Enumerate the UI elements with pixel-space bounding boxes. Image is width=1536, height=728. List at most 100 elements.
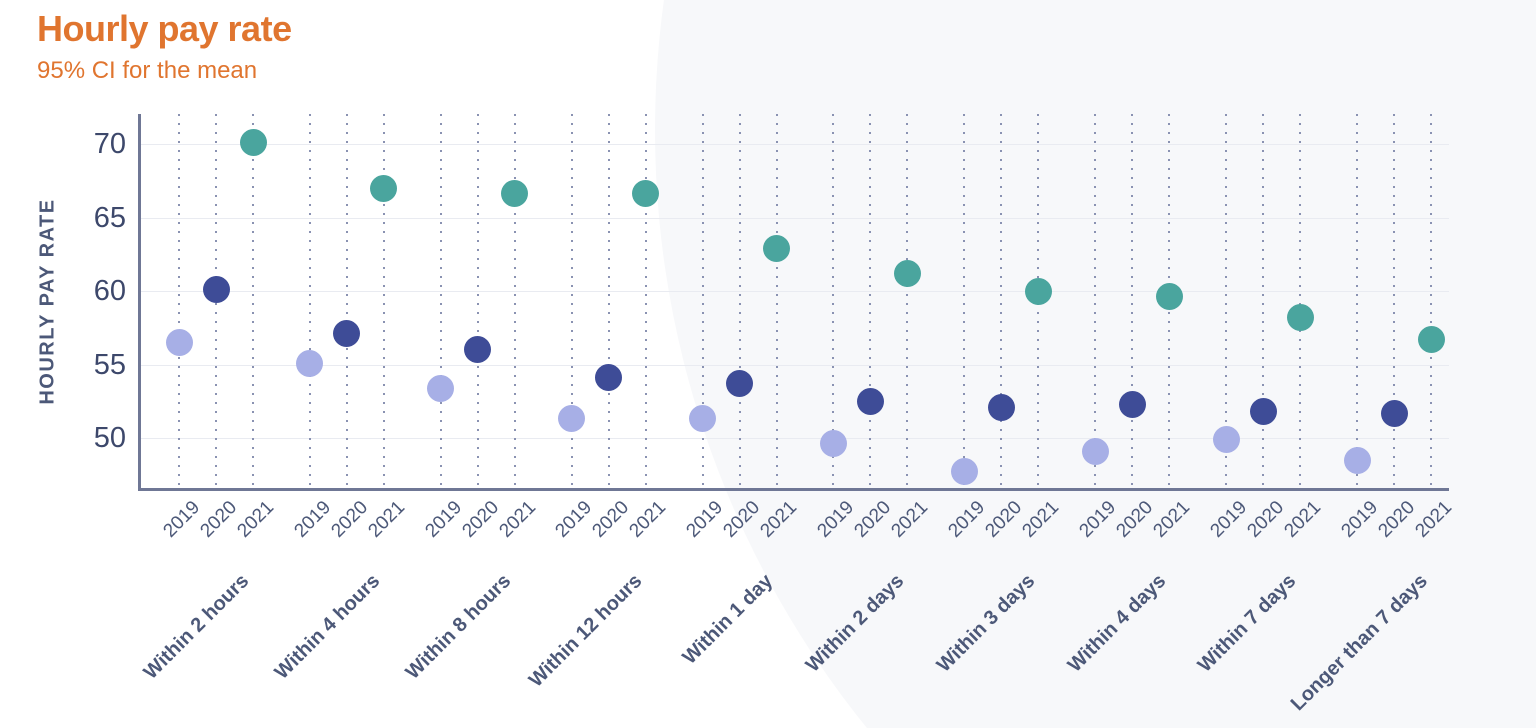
- dotted-guide: [345, 114, 348, 487]
- x-year-label: 2021: [625, 497, 671, 542]
- data-point-2019-within-3-days: [950, 458, 978, 486]
- x-year-label: 2020: [719, 497, 765, 542]
- dotted-guide: [439, 114, 442, 487]
- x-year-label: 2021: [1280, 497, 1325, 542]
- dotted-guide: [476, 114, 479, 487]
- x-year-label: 2021: [233, 497, 278, 542]
- x-year-label: 2019: [944, 497, 990, 542]
- x-year-label: 2021: [887, 497, 933, 542]
- x-year-label: 2021: [363, 497, 409, 542]
- x-year-label: 2019: [1075, 497, 1121, 542]
- dotted-guide: [252, 114, 254, 487]
- data-point-2021-within-2-days: [893, 259, 921, 287]
- data-point-2019-within-8-hours: [427, 374, 455, 402]
- dotted-guide: [701, 114, 704, 487]
- dotted-guide: [178, 114, 180, 487]
- dotted-guide: [738, 114, 741, 487]
- data-point-2020-within-12-hours: [595, 364, 623, 392]
- x-category-label: Within 2 days: [801, 570, 909, 677]
- x-category-label: Longer than 7 days: [1286, 570, 1432, 716]
- data-point-2020-within-3-days: [987, 393, 1015, 421]
- dotted-guide: [1393, 114, 1395, 487]
- y-tick-label: 65: [93, 202, 126, 234]
- data-point-2019-within-2-hours: [165, 328, 193, 356]
- y-tick-label: 50: [93, 422, 126, 454]
- x-year-label: 2019: [1337, 497, 1382, 542]
- data-point-2020-within-4-hours: [333, 320, 361, 348]
- data-point-2021-within-12-hours: [632, 180, 660, 208]
- data-point-2020-within-8-hours: [464, 336, 492, 364]
- gridline-y-55: [140, 365, 1449, 366]
- x-category-label: Within 4 hours: [270, 570, 385, 684]
- data-point-2020-within-1-day: [726, 370, 754, 398]
- dotted-guide: [906, 114, 909, 487]
- x-category-label: Within 3 days: [932, 570, 1039, 677]
- dotted-guide: [869, 114, 872, 487]
- data-point-2019-within-4-days: [1081, 437, 1109, 465]
- data-point-2021-longer-than-7-days: [1417, 326, 1445, 353]
- data-point-2019-within-12-hours: [558, 405, 586, 433]
- x-year-label: 2020: [457, 497, 503, 542]
- data-point-2019-within-7-days: [1212, 425, 1240, 453]
- x-year-label: 2021: [1411, 497, 1456, 542]
- x-year-label: 2019: [159, 497, 204, 542]
- dotted-guide: [1131, 114, 1134, 487]
- gridline-y-70: [140, 144, 1449, 145]
- data-point-2021-within-3-days: [1024, 277, 1052, 305]
- data-point-2020-within-7-days: [1249, 398, 1277, 426]
- x-year-label: 2021: [756, 497, 802, 542]
- page-title: Hourly pay rate: [37, 8, 292, 49]
- x-year-label: 2019: [289, 497, 335, 542]
- gridline-y-50: [140, 438, 1449, 439]
- x-year-label: 2019: [420, 497, 466, 542]
- x-category-label: Within 2 hours: [139, 570, 254, 684]
- data-point-2019-longer-than-7-days: [1343, 446, 1371, 474]
- data-point-2021-within-4-hours: [370, 174, 398, 202]
- x-year-label: 2019: [682, 497, 728, 542]
- x-axis-line: [138, 488, 1449, 491]
- dotted-guide: [963, 114, 966, 487]
- x-year-label: 2020: [1243, 497, 1288, 542]
- x-year-label: 2020: [1374, 497, 1419, 542]
- page-subtitle: 95% CI for the mean: [37, 57, 258, 84]
- y-axis-title: HOURLY PAY RATE: [36, 197, 59, 405]
- dotted-guide: [1299, 114, 1302, 487]
- dotted-guide: [607, 114, 610, 487]
- y-tick-label: 60: [93, 275, 126, 307]
- x-year-label: 2021: [1018, 497, 1064, 542]
- gridline-y-60: [140, 291, 1449, 292]
- chart-header: Hourly pay rate 95% CI for the mean: [37, 8, 292, 85]
- x-category-label: Within 1 day: [678, 570, 778, 669]
- dotted-guide: [1000, 114, 1003, 487]
- data-point-2019-within-2-days: [819, 430, 847, 458]
- data-point-2020-longer-than-7-days: [1380, 399, 1408, 427]
- dotted-guide: [513, 114, 516, 487]
- x-year-label: 2019: [551, 497, 597, 542]
- dotted-guide: [382, 114, 385, 487]
- dotted-guide: [644, 114, 647, 487]
- dotted-guide: [1094, 114, 1097, 487]
- dotted-guide: [832, 114, 835, 487]
- dotted-guide: [1430, 114, 1432, 487]
- data-point-2021-within-8-hours: [501, 180, 529, 208]
- dotted-guide: [308, 114, 311, 487]
- data-point-2019-within-1-day: [689, 405, 717, 433]
- dotted-guide: [1225, 114, 1228, 487]
- x-year-label: 2020: [196, 497, 241, 542]
- x-year-label: 2020: [850, 497, 896, 542]
- y-axis-line: [138, 114, 141, 490]
- x-category-label: Within 12 hours: [524, 570, 647, 692]
- x-year-label: 2020: [981, 497, 1027, 542]
- x-year-label: 2020: [588, 497, 634, 542]
- data-point-2019-within-4-hours: [296, 349, 324, 377]
- x-year-label: 2019: [1206, 497, 1251, 542]
- data-point-2021-within-2-hours: [239, 129, 267, 157]
- dotted-guide: [570, 114, 573, 487]
- x-year-label: 2021: [1149, 497, 1195, 542]
- data-point-2021-within-7-days: [1286, 303, 1314, 331]
- x-category-label: Within 7 days: [1194, 570, 1301, 677]
- x-year-label: 2019: [813, 497, 859, 542]
- dotted-guide: [1262, 114, 1265, 487]
